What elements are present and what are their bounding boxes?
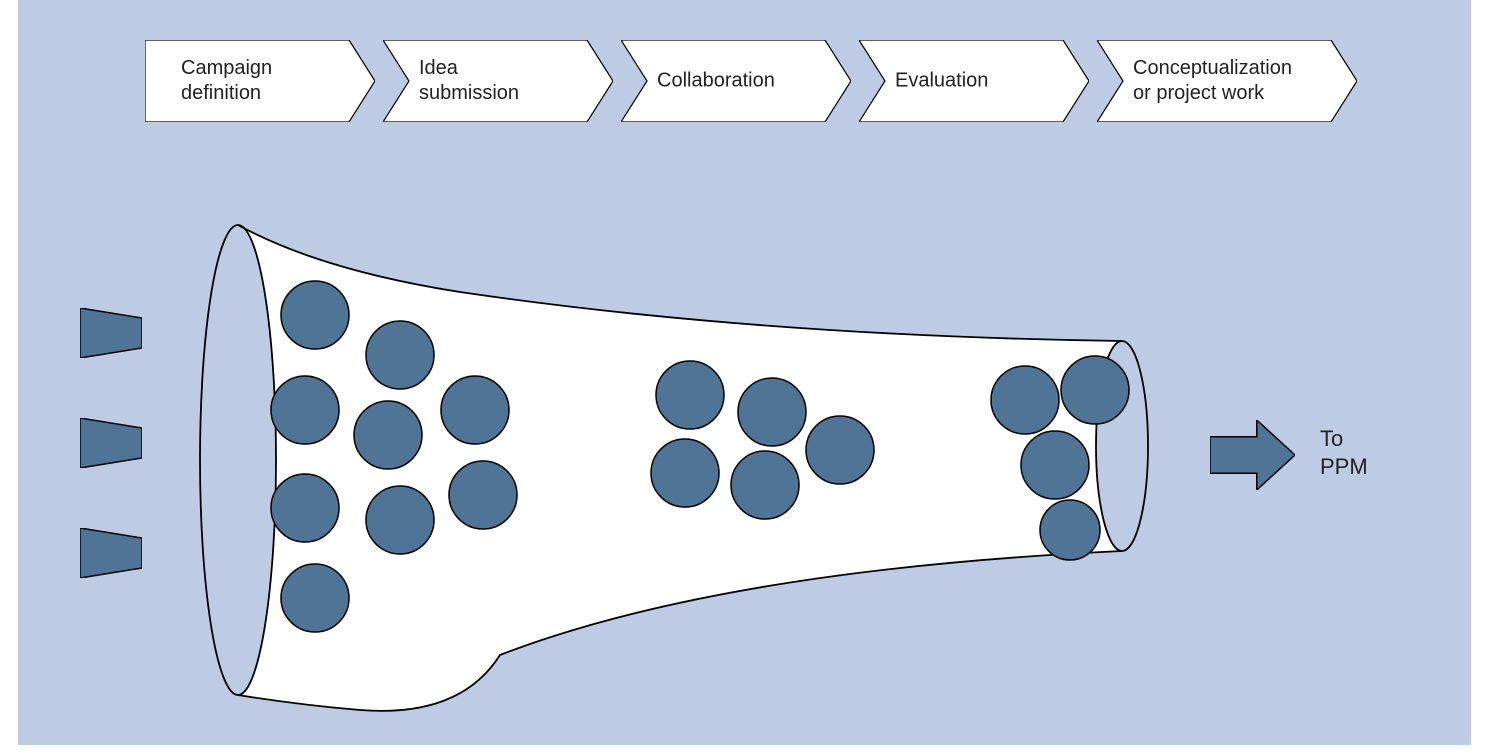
idea-circle	[651, 439, 719, 507]
process-step-label: Evaluation	[895, 69, 988, 94]
output-arrow	[1210, 420, 1295, 490]
input-trapezoid	[80, 418, 142, 468]
diagram-canvas: Campaign definition Idea submission Collab…	[0, 0, 1489, 755]
idea-circle	[441, 376, 509, 444]
idea-circle	[991, 366, 1059, 434]
input-trapezoid	[80, 308, 142, 358]
process-step-label: Idea submission	[419, 56, 519, 106]
process-step: Collaboration	[621, 40, 851, 122]
funnel	[200, 210, 1160, 710]
idea-circle	[281, 281, 349, 349]
idea-circle	[1061, 356, 1129, 424]
process-step: Campaign definition	[145, 40, 375, 122]
idea-circle	[366, 486, 434, 554]
input-trapezoid	[80, 528, 142, 578]
process-step-label: Collaboration	[657, 69, 775, 94]
process-chevron-row: Campaign definition Idea submission Collab…	[145, 40, 1357, 122]
process-step-label: Conceptualization or project work	[1133, 56, 1292, 106]
process-step: Evaluation	[859, 40, 1089, 122]
process-step-label: Campaign definition	[181, 56, 272, 106]
process-step: Conceptualization or project work	[1097, 40, 1357, 122]
process-step: Idea submission	[383, 40, 613, 122]
idea-circle	[449, 461, 517, 529]
idea-circle	[271, 474, 339, 542]
idea-circle	[738, 378, 806, 446]
idea-circle	[366, 321, 434, 389]
output-label: To PPM	[1320, 425, 1368, 480]
idea-circle	[281, 564, 349, 632]
idea-circle	[806, 416, 874, 484]
idea-circle	[271, 376, 339, 444]
idea-circle	[656, 361, 724, 429]
idea-circle	[1021, 431, 1089, 499]
idea-circle	[731, 451, 799, 519]
idea-circle	[1040, 500, 1100, 560]
idea-circle	[354, 401, 422, 469]
